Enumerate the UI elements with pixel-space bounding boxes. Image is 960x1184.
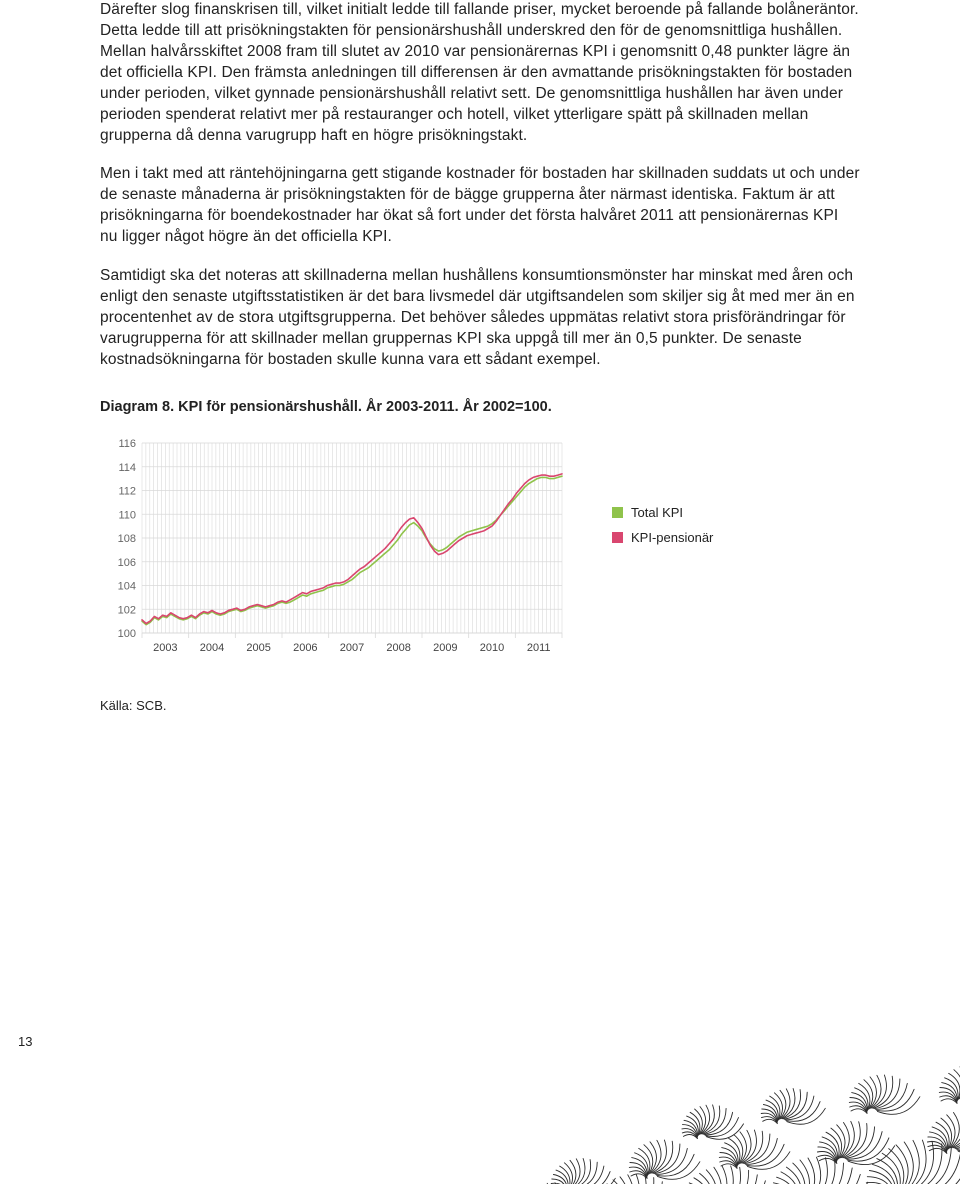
- line-chart: 100 102 104 106 108 110 112 114 116 2003 2004 2005 2…: [100, 433, 572, 668]
- svg-text:2011: 2011: [527, 642, 551, 654]
- svg-text:2009: 2009: [433, 642, 457, 654]
- svg-text:2007: 2007: [340, 642, 364, 654]
- chart-legend: Total KPI KPI-pensionär: [612, 505, 713, 555]
- svg-text:2004: 2004: [200, 642, 224, 654]
- chart-title: Diagram 8. KPI för pensionärshushåll. År…: [100, 399, 860, 415]
- svg-text:104: 104: [118, 580, 136, 592]
- legend-item: KPI-pensionär: [612, 530, 713, 545]
- svg-text:108: 108: [118, 533, 136, 545]
- legend-label: KPI-pensionär: [631, 530, 713, 545]
- chart-svg: 100 102 104 106 108 110 112 114 116 2003 2004 2005 2…: [100, 433, 572, 663]
- paragraph-2: Men i takt med att räntehöjningarna gett…: [100, 164, 860, 248]
- paragraph-1: Därefter slog finanskrisen till, vilket …: [100, 0, 860, 146]
- svg-text:112: 112: [118, 485, 136, 497]
- svg-text:102: 102: [118, 604, 136, 616]
- legend-swatch: [612, 507, 623, 518]
- chart-container: 100 102 104 106 108 110 112 114 116 2003 2004 2005 2…: [100, 433, 860, 668]
- svg-text:2005: 2005: [246, 642, 270, 654]
- legend-label: Total KPI: [631, 505, 683, 520]
- svg-text:2006: 2006: [293, 642, 317, 654]
- page-number: 13: [18, 1034, 32, 1049]
- svg-text:116: 116: [118, 438, 136, 450]
- decorative-pattern: [280, 1044, 960, 1184]
- svg-text:100: 100: [118, 628, 136, 640]
- paragraph-3: Samtidigt ska det noteras att skillnader…: [100, 266, 860, 371]
- legend-item: Total KPI: [612, 505, 713, 520]
- svg-text:2010: 2010: [480, 642, 504, 654]
- svg-text:2008: 2008: [386, 642, 410, 654]
- svg-text:114: 114: [118, 462, 136, 474]
- svg-text:110: 110: [118, 509, 136, 521]
- legend-swatch: [612, 532, 623, 543]
- svg-text:106: 106: [118, 557, 136, 569]
- svg-text:2003: 2003: [153, 642, 177, 654]
- chart-source: Källa: SCB.: [100, 698, 860, 713]
